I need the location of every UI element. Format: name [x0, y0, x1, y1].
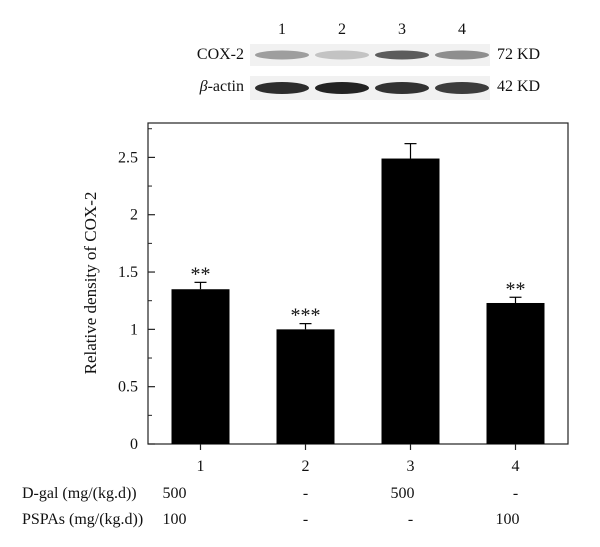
blot-band — [255, 50, 309, 60]
blot-lane-number: 1 — [278, 21, 286, 38]
treatment-value: 500 — [163, 485, 187, 502]
western-blot: 1 2 3 4 COX-2 β-actin 72 KD 42 KD — [197, 21, 540, 100]
bars: ******* — [171, 143, 545, 444]
bar — [171, 289, 230, 444]
blot-label-beta-actin: β-actin — [199, 78, 244, 95]
blot-band — [255, 82, 309, 94]
treatment-table: D-gal (mg/(kg.d)) 500 - 500 - PSPAs (mg/(kg.d… — [22, 485, 520, 528]
y-tick-label: 1.5 — [118, 264, 138, 281]
blot-band — [435, 82, 489, 94]
significance-label: ** — [506, 278, 526, 300]
actin-text: -actin — [208, 78, 244, 95]
treatment-value: 100 — [496, 511, 520, 528]
blot-band — [315, 50, 369, 60]
blot-band — [375, 82, 429, 94]
treatment-value: - — [303, 511, 308, 528]
x-axis-ticks: 1 2 3 4 — [197, 444, 520, 475]
treatment-row-label: D-gal (mg/(kg.d)) — [22, 485, 137, 502]
y-tick-label: 2.5 — [118, 149, 138, 166]
y-tick-label: 0.5 — [118, 379, 138, 396]
blot-size-beta-actin: 42 KD — [497, 78, 540, 95]
blot-lane-number: 2 — [338, 21, 346, 38]
treatment-value: - — [408, 511, 413, 528]
blot-bands — [250, 44, 490, 100]
blot-label-cox2: COX-2 — [197, 46, 244, 63]
significance-label: ** — [191, 263, 211, 285]
x-tick-label: 4 — [512, 458, 520, 475]
beta-symbol: β — [199, 78, 208, 95]
blot-band — [315, 82, 369, 94]
treatment-value: - — [513, 485, 518, 502]
blot-lane-number: 3 — [398, 21, 406, 38]
blot-band — [435, 50, 489, 60]
x-tick-label: 2 — [302, 458, 310, 475]
y-tick-label: 2 — [130, 207, 138, 224]
x-tick-label: 3 — [407, 458, 415, 475]
bar — [486, 302, 545, 444]
treatment-value: 100 — [163, 511, 187, 528]
treatment-value: - — [303, 485, 308, 502]
treatment-value: 500 — [391, 485, 415, 502]
y-axis-minor-ticks — [148, 128, 152, 416]
blot-size-cox2: 72 KD — [497, 46, 540, 63]
blot-band — [375, 50, 429, 60]
blot-background-cox2 — [250, 44, 490, 66]
plot-frame — [147, 122, 569, 445]
y-tick-label: 0 — [130, 436, 138, 453]
y-tick-label: 1 — [130, 321, 138, 338]
bar — [276, 329, 335, 444]
bar — [381, 158, 440, 444]
treatment-row-label: PSPAs (mg/(kg.d)) — [22, 511, 143, 528]
y-axis-ticks: 0 0.5 1 1.5 2 2.5 — [118, 149, 155, 453]
significance-label: *** — [291, 305, 321, 327]
blot-lane-numbers: 1 2 3 4 — [278, 21, 466, 38]
y-axis-label: Relative density of COX-2 — [81, 192, 100, 375]
blot-lane-number: 4 — [458, 21, 466, 38]
x-tick-label: 1 — [197, 458, 205, 475]
